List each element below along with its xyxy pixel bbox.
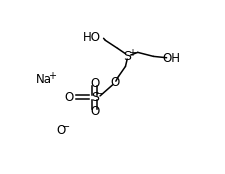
Text: −: − bbox=[62, 122, 70, 132]
Text: O: O bbox=[90, 77, 99, 90]
Text: Na: Na bbox=[36, 73, 52, 86]
Text: +: + bbox=[48, 71, 56, 81]
Text: OH: OH bbox=[162, 52, 180, 65]
Text: HO: HO bbox=[83, 31, 101, 44]
Text: S: S bbox=[123, 50, 131, 63]
Text: O: O bbox=[65, 91, 74, 104]
Text: O: O bbox=[56, 124, 65, 137]
Text: −: − bbox=[96, 89, 104, 99]
Text: O: O bbox=[110, 76, 119, 89]
Text: +: + bbox=[128, 48, 135, 58]
Text: O: O bbox=[90, 105, 99, 118]
Text: S: S bbox=[90, 91, 98, 104]
